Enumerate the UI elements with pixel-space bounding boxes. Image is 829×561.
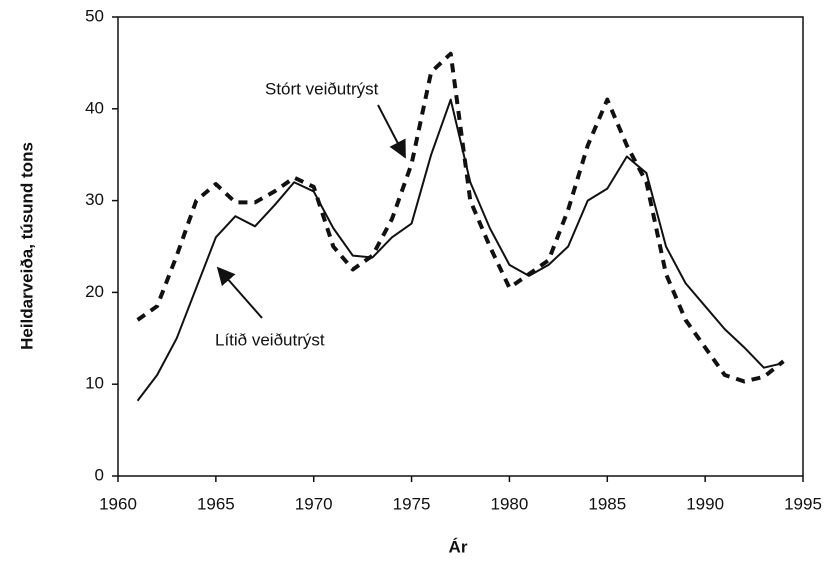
y-tick-label: 0 — [95, 465, 104, 484]
x-tick-label: 1975 — [393, 494, 431, 513]
x-tick-label: 1960 — [99, 494, 137, 513]
y-tick-label: 20 — [85, 282, 104, 301]
annotation-arrow — [216, 266, 263, 319]
y-tick-label: 40 — [85, 98, 104, 117]
plot-frame — [117, 16, 804, 477]
x-tick-label: 1965 — [197, 494, 235, 513]
annotation: Stórt veiðutrýst — [265, 79, 379, 98]
x-tick-label: 1990 — [686, 494, 724, 513]
x-tick-label: 1985 — [588, 494, 626, 513]
annotation-arrow — [377, 104, 406, 159]
y-axis-label: Heildarveiða, túsund tons — [17, 142, 36, 350]
annotation: Lítið veiðutrýst — [215, 330, 325, 349]
x-tick-label: 1995 — [784, 494, 822, 513]
x-tick-label: 1980 — [491, 494, 529, 513]
y-tick-label: 50 — [85, 6, 104, 25]
y-tick-label: 30 — [85, 190, 104, 209]
line-series — [136, 98, 784, 402]
x-axis-label: Ár — [449, 537, 468, 556]
x-tick-label: 1970 — [295, 494, 333, 513]
line-series — [136, 51, 785, 384]
y-tick-label: 10 — [85, 374, 104, 393]
